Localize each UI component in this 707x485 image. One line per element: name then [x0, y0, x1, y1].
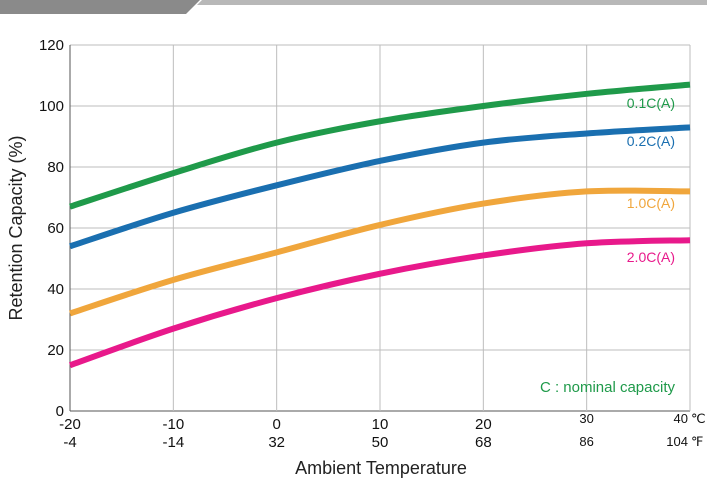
series-labels: 0.1C(A) 0.2C(A) 1.0C(A) 2.0C(A) [627, 95, 675, 265]
x-tick-celsius: 40 [674, 411, 688, 426]
series-line [69, 81, 691, 210]
series-label: 2.0C(A) [627, 249, 675, 265]
fahrenheit-unit: ℉ [691, 434, 703, 449]
x-tick-celsius: 20 [475, 416, 492, 433]
x-tick-fahrenheit: -4 [63, 434, 76, 451]
y-tick-label: 120 [39, 37, 64, 54]
x-tick-fahrenheit: 50 [372, 434, 389, 451]
y-tick-label: 80 [47, 159, 64, 176]
series-label: 0.1C(A) [627, 95, 675, 111]
series-label: 1.0C(A) [627, 195, 675, 211]
x-axis-ticks: -20 -10 0 10 20 30 40 -4 -14 32 50 68 86 104℃ ℉ [59, 411, 705, 451]
y-tick-label: 60 [47, 220, 64, 237]
x-tick-celsius: 10 [372, 416, 389, 433]
series-label: 0.2C(A) [627, 133, 675, 149]
x-tick-celsius: -10 [162, 416, 184, 433]
x-tick-celsius: 0 [272, 416, 280, 433]
x-tick-celsius: -20 [59, 416, 81, 433]
y-axis-title: Retention Capacity (%) [6, 135, 26, 320]
header-bar-dark [0, 0, 200, 14]
header-bar-light [197, 0, 707, 5]
x-tick-fahrenheit: 32 [268, 434, 285, 451]
header-decoration-bar [0, 0, 707, 14]
series-line [68, 237, 691, 369]
x-tick-fahrenheit: 68 [475, 434, 492, 451]
chart-series [68, 81, 691, 369]
x-tick-celsius: 30 [579, 411, 593, 426]
series-line [69, 187, 691, 317]
x-tick-fahrenheit: 86 [579, 434, 593, 449]
y-tick-label: 40 [47, 281, 64, 298]
y-tick-label: 100 [39, 98, 64, 115]
x-tick-fahrenheit: -14 [162, 434, 184, 451]
y-tick-label: 0 [56, 403, 64, 420]
x-axis-title: Ambient Temperature [295, 458, 467, 478]
y-axis-ticks: 0 20 40 60 80 100 120 [39, 37, 64, 420]
series-line [69, 124, 691, 250]
y-tick-label: 20 [47, 342, 64, 359]
nominal-capacity-note: C : nominal capacity [540, 379, 676, 396]
x-tick-fahrenheit: 104 [666, 434, 688, 449]
celsius-unit: ℃ [691, 411, 706, 426]
